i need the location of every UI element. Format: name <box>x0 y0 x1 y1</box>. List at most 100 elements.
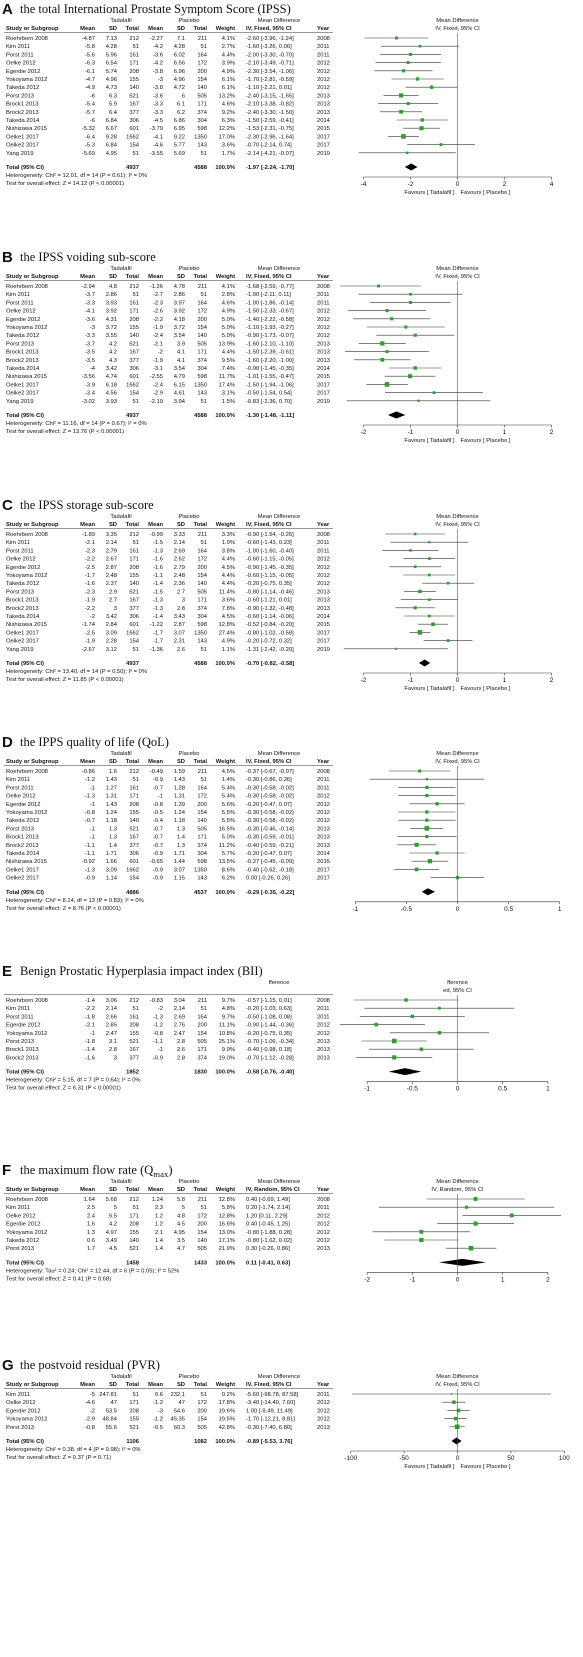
study-name: Roehrborn 2008 <box>6 284 48 290</box>
study-point-marker <box>425 810 429 814</box>
group2-sd: 6.56 <box>174 61 185 67</box>
study-year: 2013 <box>317 1055 330 1061</box>
study-point-marker <box>406 61 410 65</box>
group2-mean: -1.7 <box>153 630 163 636</box>
x-tick-label: 0.5 <box>498 1086 507 1093</box>
x-tick-label: -1 <box>352 906 358 913</box>
group2-total: 143 <box>197 639 207 645</box>
group2-total: 172 <box>197 1400 207 1406</box>
x-tick-label: 0 <box>456 1086 460 1093</box>
group1-sd: 9.28 <box>106 134 117 140</box>
study-year: 2013 <box>317 589 330 595</box>
group2-total: 171 <box>197 350 207 356</box>
group1-mean: -6.3 <box>85 61 95 67</box>
group2-total: 171 <box>197 1047 207 1053</box>
group1-sd: 6.84 <box>106 143 118 149</box>
column-header: Year <box>317 1187 330 1193</box>
group2-mean: -2.1 <box>153 341 163 347</box>
group2-sd: 4.72 <box>174 85 185 91</box>
study-name: Kim 2011 <box>6 540 30 546</box>
group2-total: 154 <box>197 77 207 83</box>
group1-mean: -2 <box>90 614 95 620</box>
column-header: Year <box>317 274 330 280</box>
study-year: 2017 <box>317 134 330 140</box>
group1-sd: 3.93 <box>106 300 117 306</box>
column-header: IV, Fixed, 95% CI <box>246 1382 292 1388</box>
pooled-diamond <box>387 411 406 419</box>
study-ci-text: -0.70 [-2.14, 0.74] <box>246 143 292 149</box>
group2-total: 140 <box>197 1238 207 1244</box>
group1-sd: 4.95 <box>106 151 117 157</box>
study-weight: 5.5% <box>222 818 235 824</box>
group2-total: 374 <box>197 358 207 364</box>
study-ci-text: -2.30 [-3.54, -1.06] <box>246 69 294 75</box>
total-weight: 100.0% <box>215 1070 235 1076</box>
study-year: 2014 <box>317 366 331 372</box>
group2-mean: -1.9 <box>153 325 163 331</box>
group2-mean: -0.7 <box>153 835 163 841</box>
study-year: 2012 <box>317 557 330 563</box>
study-weight: 7.8% <box>222 606 235 612</box>
study-year: 2012 <box>317 1400 330 1406</box>
column-header: Total <box>126 1382 140 1388</box>
group1-mean: -3.02 <box>82 399 95 405</box>
column-header: Mean <box>80 274 95 280</box>
study-name: Yang 2019 <box>6 399 34 405</box>
group2-total: 200 <box>197 69 207 75</box>
group2-total: 200 <box>197 1222 207 1228</box>
group2-total: 1350 <box>194 134 207 140</box>
study-weight: 9.5% <box>222 358 235 364</box>
group2-total: 200 <box>197 317 207 323</box>
group1-mean: -5 <box>90 1392 95 1398</box>
study-year: 2013 <box>317 1039 330 1045</box>
study-year: 2012 <box>317 810 330 816</box>
group1-total: 377 <box>129 606 139 612</box>
group1-mean: -3.56 <box>82 374 95 380</box>
study-name: Oelke1 2017 <box>6 134 39 140</box>
group1-total: 161 <box>129 785 139 791</box>
study-ci-text: -0.90 [-1.54, -0.26] <box>246 532 294 538</box>
group2-mean: -1.2 <box>153 1417 163 1423</box>
group1-mean: -3.5 <box>85 350 95 356</box>
study-ci-text: -0.80 [-1.14, -0.46] <box>246 589 294 595</box>
group2-total: 164 <box>197 785 207 791</box>
study-name: Oelke1 2017 <box>6 630 39 636</box>
group2-sd: 1.24 <box>174 810 186 816</box>
group1-sd: 4.73 <box>106 85 117 91</box>
column-header: SD <box>109 1382 117 1388</box>
group1-mean: -4.6 <box>85 1400 95 1406</box>
group2-sd: 2.36 <box>174 581 185 587</box>
study-name: Porst 2013 <box>6 1425 34 1431</box>
md-header: Mean Difference <box>258 1374 300 1380</box>
group2-total: 172 <box>197 557 207 563</box>
study-point-marker <box>404 325 408 329</box>
study-year: 2011 <box>317 300 329 306</box>
group1-total: 140 <box>129 85 139 91</box>
group2-mean: -2.55 <box>150 374 163 380</box>
group2-mean: -3.55 <box>150 151 163 157</box>
group2-total: 140 <box>197 333 207 339</box>
group1-total: 154 <box>129 143 139 149</box>
study-weight: 13.9% <box>219 341 235 347</box>
column-header: Weight <box>216 759 235 765</box>
column-header: Mean <box>80 759 95 765</box>
group1-mean: -1.74 <box>82 622 96 628</box>
study-name: Egerdie 2012 <box>6 317 41 323</box>
study-point-marker <box>456 1408 461 1413</box>
study-year: 2012 <box>317 802 330 808</box>
group2-sd: 3.72 <box>174 325 185 331</box>
group1-total: 212 <box>129 36 139 42</box>
group2-total: 140 <box>197 85 207 91</box>
study-ci-text: -2.30 [-2.96, -1.64] <box>246 134 294 140</box>
panel-letter: F <box>2 1162 11 1179</box>
x-tick-label: 0 <box>456 1276 460 1283</box>
study-weight: 1.7% <box>222 151 235 157</box>
group2-header: Placebo <box>179 1374 200 1380</box>
group1-mean: -1.4 <box>85 998 96 1004</box>
total-group1: 4886 <box>126 890 140 896</box>
study-year: 2012 <box>317 85 330 91</box>
group2-sd: 4.61 <box>174 391 185 397</box>
group2-mean: -0.9 <box>153 867 163 873</box>
